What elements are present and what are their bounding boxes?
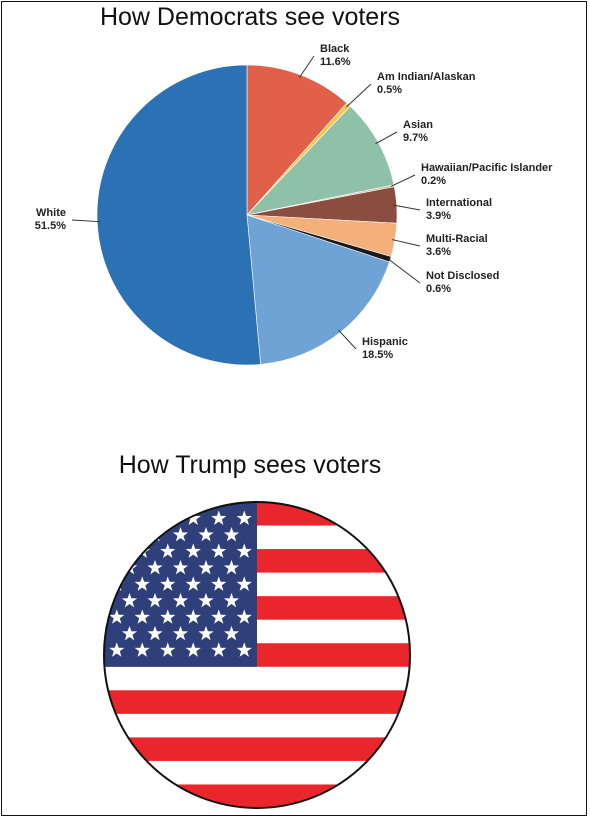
flag-star	[211, 510, 227, 525]
flag-star	[198, 526, 214, 542]
slice-value-am-indian-alaskan: 0.5%	[377, 84, 402, 96]
flag-star	[109, 642, 125, 657]
flag-star	[223, 559, 240, 575]
slice-value-white: 51.5%	[35, 220, 66, 232]
leader-line-black	[298, 55, 315, 78]
flag-star	[109, 609, 125, 624]
flag-star	[121, 625, 138, 641]
flag-star	[172, 559, 189, 575]
flag-star	[211, 642, 227, 657]
flag-star	[223, 625, 240, 641]
flag-star	[109, 510, 125, 525]
flag-circle-outline	[103, 501, 411, 809]
flag-star	[147, 559, 163, 575]
flag-star	[121, 526, 138, 542]
slice-value-asian: 9.7%	[403, 132, 428, 144]
flag-star	[185, 510, 201, 525]
flag-star	[160, 609, 176, 624]
flag-star	[236, 543, 252, 558]
slice-label-hispanic: Hispanic	[362, 336, 408, 348]
flag-star	[236, 609, 252, 624]
flag-star	[198, 625, 214, 641]
flag-star	[236, 576, 252, 591]
slice-value-hawaiian-pacific-islander: 0.2%	[421, 175, 446, 187]
slice-value-hispanic: 18.5%	[362, 349, 393, 361]
flag-star	[236, 510, 252, 525]
leader-line-asian	[375, 131, 398, 145]
flag-star	[134, 510, 150, 525]
flag-star	[185, 609, 201, 624]
flag-star	[198, 559, 214, 575]
slice-value-black: 11.6%	[320, 56, 351, 68]
leader-line-multi-racial	[391, 239, 421, 247]
flag-star	[134, 642, 150, 657]
slice-value-multi-racial: 3.6%	[426, 246, 451, 258]
flag-canton	[104, 502, 257, 667]
flag-star	[109, 543, 125, 558]
flag-body	[104, 502, 410, 808]
flag-star	[223, 592, 240, 608]
flag-star	[211, 576, 227, 591]
slice-value-not-disclosed: 0.6%	[426, 283, 451, 295]
flag-title: How Trump sees voters	[118, 451, 382, 479]
flag-star	[134, 576, 150, 591]
leader-line-am-indian-alaskan	[346, 83, 372, 108]
flag-star	[134, 609, 150, 624]
flag-star	[160, 510, 176, 525]
flag-star	[185, 543, 201, 558]
leader-line-white	[71, 219, 101, 223]
slice-label-black: Black	[320, 43, 350, 55]
leader-line-hawaiian-pacific-islander	[390, 174, 416, 187]
flag-star	[172, 625, 189, 641]
slice-label-international: International	[426, 197, 492, 209]
slice-label-white: White	[36, 207, 66, 219]
slice-label-hawaiian-pacific-islander: Hawaiian/Pacific Islander	[421, 162, 553, 174]
flag-stripe	[104, 784, 410, 808]
slice-label-multi-racial: Multi-Racial	[426, 233, 488, 245]
slice-label-asian: Asian	[403, 119, 433, 131]
flag-star	[147, 625, 163, 641]
slice-value-international: 3.9%	[426, 210, 451, 222]
flag-star	[236, 642, 252, 657]
flag-star	[223, 526, 240, 542]
flag-star	[185, 642, 201, 657]
flag-star	[172, 592, 189, 608]
leader-line-hispanic	[338, 329, 357, 350]
slice-label-am-indian-alaskan: Am Indian/Alaskan	[377, 71, 476, 83]
flag-star	[160, 576, 176, 591]
leader-line-not-disclosed	[387, 258, 421, 284]
flag-star	[172, 526, 189, 542]
flag-stripe	[104, 690, 410, 715]
pie-chart-title: How Democrats see voters	[99, 3, 401, 31]
flag-star	[185, 576, 201, 591]
flag-star	[198, 592, 214, 608]
flag-star	[211, 609, 227, 624]
pie-slice-black	[246, 64, 348, 216]
slice-label-not-disclosed: Not Disclosed	[426, 270, 499, 282]
flag-star	[147, 592, 163, 608]
flag-star	[160, 543, 176, 558]
flag-stripe	[104, 713, 410, 738]
flag-star	[121, 592, 138, 608]
flag-stripe	[104, 737, 410, 762]
flag-star	[160, 642, 176, 657]
flag-star	[211, 543, 227, 558]
leader-line-international	[393, 204, 421, 211]
flag-stripe	[104, 666, 410, 691]
